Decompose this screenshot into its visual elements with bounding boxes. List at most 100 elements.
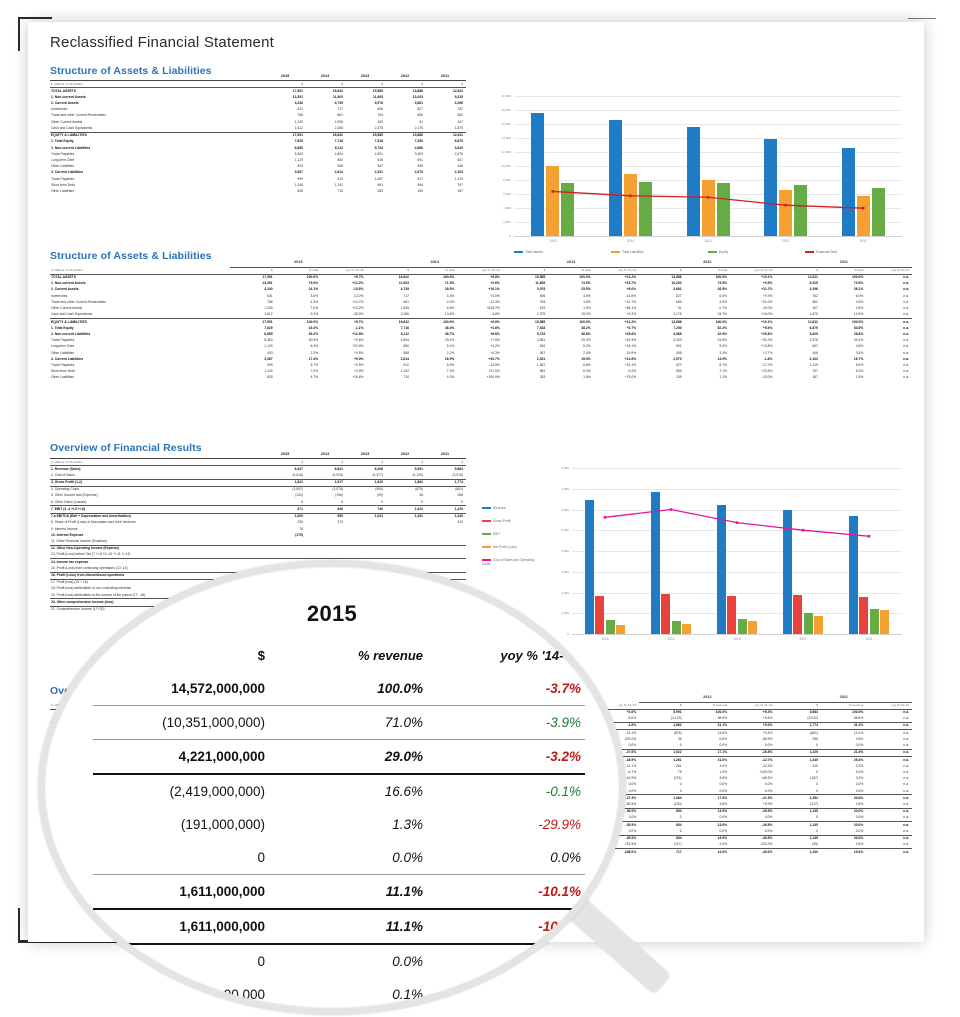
- row-value: 368: [403, 350, 409, 355]
- row-value: 14.1%: [820, 729, 867, 737]
- gridline: [572, 488, 902, 490]
- row-value: 91: [677, 306, 682, 311]
- row-value: 1,135: [775, 821, 821, 829]
- row-value: 68.9%: [717, 716, 728, 721]
- legend-item: EBIT: [482, 532, 500, 536]
- row-value: +615.7%: [486, 306, 500, 311]
- row-value: +3.6%: [593, 708, 640, 716]
- row-value: n.a.: [866, 794, 912, 802]
- table-row: 3. Current Liabilities 3,067 2,814 2,331 2,0…: [50, 170, 466, 176]
- row-value: 16.7%: [853, 356, 864, 361]
- magnified-yoy: 0.0: [427, 943, 585, 978]
- legend-swatch: [482, 546, 491, 549]
- row-value: 6,879: [454, 139, 463, 144]
- row-value: +16.6%: [352, 375, 364, 380]
- magnified-row: (191,000,000) 1.3% -29.9%: [93, 808, 585, 841]
- row-value: 1,829: [346, 478, 386, 487]
- row-label: TOTAL ASSETS: [50, 87, 266, 95]
- row-value: +5.0%: [730, 721, 776, 730]
- row-value: 12,611: [775, 273, 821, 281]
- row-value: 46.4%: [444, 325, 455, 330]
- bar: [803, 612, 813, 634]
- row-label: 11. Other Financial Income (Expense): [51, 538, 108, 543]
- row-value: [386, 539, 426, 546]
- row-value: 14.9%: [717, 356, 728, 361]
- row-value: n.a.: [903, 375, 909, 380]
- table-row: 6. Other Gains (Losses) 0 0 0 0 0: [50, 499, 466, 506]
- row-value: -85.9%: [761, 736, 773, 741]
- table-row: 7.a EBITDA (Ebit + Depreciation and Amor…: [50, 512, 466, 520]
- gridline: [572, 468, 902, 469]
- magnified-yoy: 0.0%: [550, 850, 581, 865]
- row-label: 10. Interest Expense: [51, 532, 84, 537]
- row-value: 1,023: [346, 512, 386, 520]
- row-value: [306, 552, 346, 559]
- row-value: 828: [297, 189, 303, 194]
- legend-label: Equity: [719, 250, 729, 254]
- row-value: 0.0%: [855, 782, 864, 787]
- bar: [531, 112, 545, 236]
- row-value: 4.0%: [446, 299, 455, 304]
- legend-swatch: [708, 251, 717, 254]
- row-value: 16,642: [306, 131, 346, 139]
- row-value: 7,250: [673, 325, 682, 330]
- row-value: 2,814: [334, 170, 343, 175]
- row-value: n.a.: [903, 763, 909, 768]
- gridline: [572, 551, 902, 552]
- row-value: (175): [295, 532, 303, 537]
- row-value: -14.5%: [489, 363, 500, 368]
- row-value: 3,629: [809, 331, 818, 336]
- magnified-percent-revenue: 0.1%: [392, 987, 423, 1002]
- row-value: n.a.: [903, 325, 909, 330]
- row-value: +100.0%: [759, 769, 773, 774]
- column-header-year-group: 2014: [366, 260, 503, 268]
- x-axis-tick-label: 2012: [782, 239, 790, 243]
- row-value: 0.0%: [628, 782, 637, 787]
- row-label: 2. Non-current Liabilities: [51, 145, 91, 150]
- row-value: 20.0%: [820, 807, 867, 816]
- row-value: 4,566: [673, 331, 682, 336]
- row-value: 3,067: [264, 356, 273, 361]
- row-value: 0: [679, 743, 682, 748]
- table-row: 0.0% 0 0.0% 0.0% 0 0.0% n.a.: [50, 815, 912, 822]
- magnified-row: 0 0.0% 0.0%: [93, 841, 585, 875]
- row-value: 71.5%: [444, 281, 455, 286]
- row-value: n.a.: [903, 769, 909, 774]
- row-value: +9.5%: [353, 363, 364, 368]
- row-value: 1,240: [264, 369, 273, 374]
- row-value: 11,605: [372, 94, 383, 99]
- row-value: 2,375: [374, 125, 383, 130]
- row-value: +13.2%: [352, 306, 364, 311]
- row-value: 1.1%: [719, 375, 728, 380]
- magnified-yoy: [427, 1011, 585, 1015]
- row-label: Other Liabilities: [51, 375, 75, 380]
- row-value: 1.3%: [719, 769, 728, 774]
- table-row: 1. Non-current Assets 13,351 75.9% +12.2% 11…: [50, 281, 912, 287]
- row-value: 0: [816, 828, 818, 833]
- row-value: 1,445: [426, 512, 466, 520]
- row-value: n.a.: [903, 776, 909, 781]
- row-value: 2,070: [673, 356, 682, 361]
- row-value: 12,611: [775, 318, 821, 326]
- table-row: 0.0% 0 0.0% 0.0% 0 0.0% n.a.: [50, 782, 912, 788]
- row-label: Long-term Debt: [51, 344, 75, 349]
- row-value: 0.0%: [855, 815, 864, 820]
- row-value: 1,067: [536, 363, 546, 368]
- row-value: -28.9%: [352, 312, 364, 317]
- row-value: +10.1%: [730, 273, 776, 281]
- row-value: 1.5%: [855, 375, 864, 380]
- column-subheader: yoy % '12-'13: [618, 268, 637, 273]
- row-value: 9,315: [809, 281, 818, 286]
- table-row: -65.5% (230) 3.8% +5.9% (217) 3.8% n.a.: [50, 802, 912, 809]
- row-value: 1,009: [266, 512, 306, 520]
- row-value: 854: [639, 821, 685, 829]
- row-value: n.a.: [866, 721, 912, 730]
- row-value: 28.8%: [853, 331, 864, 336]
- y-axis-tick-label: 2,000: [503, 220, 511, 224]
- bar: [841, 147, 855, 236]
- row-value: (99): [377, 493, 383, 498]
- plot-area: [514, 96, 902, 237]
- row-value: n.a.: [903, 716, 909, 721]
- row-value: n.a.: [903, 338, 909, 343]
- row-value: 367: [539, 350, 546, 355]
